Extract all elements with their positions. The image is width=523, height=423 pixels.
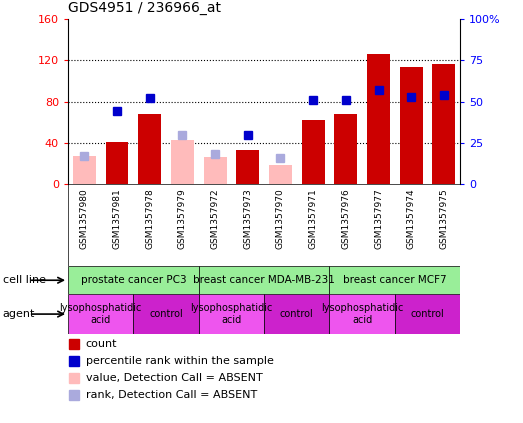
Bar: [302, 120, 325, 184]
Bar: [433, 64, 456, 184]
Text: prostate cancer PC3: prostate cancer PC3: [81, 275, 186, 285]
Text: agent: agent: [3, 309, 35, 319]
Text: GSM1357973: GSM1357973: [243, 188, 252, 249]
Bar: [106, 142, 129, 184]
Text: lysophosphatidic
acid: lysophosphatidic acid: [321, 303, 403, 325]
Text: lysophosphatidic
acid: lysophosphatidic acid: [190, 303, 272, 325]
Text: count: count: [86, 339, 117, 349]
Bar: [367, 54, 390, 184]
Text: GSM1357970: GSM1357970: [276, 188, 285, 249]
Text: breast cancer MDA-MB-231: breast cancer MDA-MB-231: [193, 275, 335, 285]
Text: percentile rank within the sample: percentile rank within the sample: [86, 356, 274, 366]
Text: GSM1357981: GSM1357981: [112, 188, 121, 249]
Text: cell line: cell line: [3, 275, 46, 285]
Text: GSM1357974: GSM1357974: [407, 188, 416, 249]
Text: GSM1357979: GSM1357979: [178, 188, 187, 249]
Bar: [199, 294, 264, 334]
Text: GSM1357980: GSM1357980: [80, 188, 89, 249]
Text: GSM1357971: GSM1357971: [309, 188, 317, 249]
Text: GDS4951 / 236966_at: GDS4951 / 236966_at: [68, 1, 221, 15]
Bar: [199, 266, 329, 294]
Text: GSM1357975: GSM1357975: [439, 188, 448, 249]
Text: GSM1357977: GSM1357977: [374, 188, 383, 249]
Bar: [395, 294, 460, 334]
Text: value, Detection Call = ABSENT: value, Detection Call = ABSENT: [86, 373, 263, 383]
Text: control: control: [149, 309, 183, 319]
Bar: [133, 294, 199, 334]
Bar: [203, 157, 226, 184]
Text: rank, Detection Call = ABSENT: rank, Detection Call = ABSENT: [86, 390, 257, 400]
Bar: [68, 266, 199, 294]
Text: GSM1357976: GSM1357976: [342, 188, 350, 249]
Bar: [236, 150, 259, 184]
Text: breast cancer MCF7: breast cancer MCF7: [343, 275, 447, 285]
Bar: [171, 140, 194, 184]
Text: control: control: [280, 309, 314, 319]
Text: control: control: [411, 309, 445, 319]
Bar: [269, 165, 292, 184]
Bar: [329, 294, 395, 334]
Bar: [264, 294, 329, 334]
Bar: [400, 68, 423, 184]
Bar: [73, 156, 96, 184]
Bar: [329, 266, 460, 294]
Text: GSM1357978: GSM1357978: [145, 188, 154, 249]
Text: GSM1357972: GSM1357972: [211, 188, 220, 249]
Bar: [138, 114, 161, 184]
Bar: [334, 114, 357, 184]
Bar: [68, 294, 133, 334]
Text: lysophosphatidic
acid: lysophosphatidic acid: [60, 303, 142, 325]
